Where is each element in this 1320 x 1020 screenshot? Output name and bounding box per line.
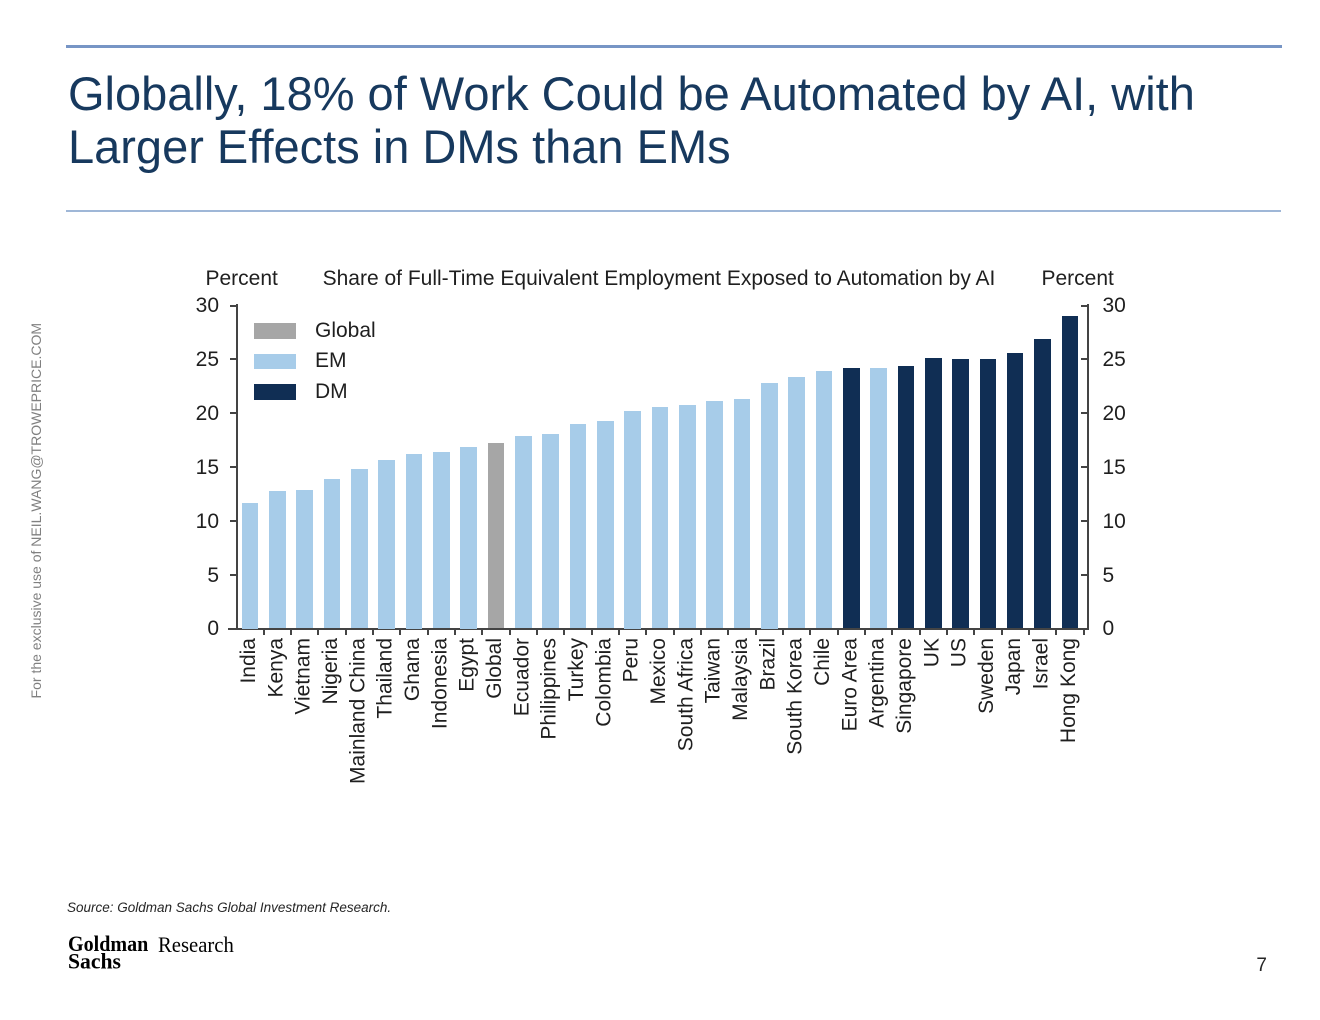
svg-text:Goldman: Goldman — [68, 931, 149, 956]
svg-text:Sachs: Sachs — [68, 949, 121, 974]
svg-text:Research: Research — [158, 932, 234, 957]
